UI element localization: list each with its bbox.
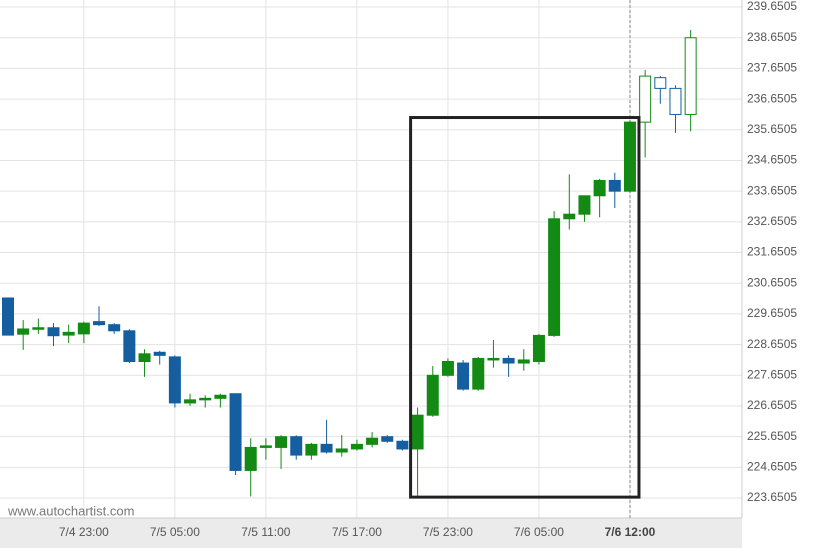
y-tick-label: 227.6505 — [747, 367, 797, 381]
y-tick-label: 233.6505 — [747, 183, 797, 197]
candle-body — [669, 87, 682, 115]
candle-body — [168, 356, 181, 404]
candle-body — [684, 37, 697, 115]
y-tick-label: 238.6505 — [747, 30, 797, 44]
candle-body — [108, 324, 121, 332]
candle-body — [320, 443, 333, 453]
x-tick-label: 7/4 23:00 — [59, 525, 109, 539]
y-tick-label: 237.6505 — [747, 61, 797, 75]
y-tick-label: 234.6505 — [747, 153, 797, 167]
y-tick-label: 224.6505 — [747, 460, 797, 474]
y-tick-label: 228.6505 — [747, 337, 797, 351]
candle-body — [290, 436, 303, 456]
candle-body — [623, 121, 636, 192]
candle-body — [426, 374, 439, 416]
candle-body — [441, 360, 454, 376]
candle-body — [366, 437, 379, 445]
candle-body — [411, 414, 424, 450]
candle-body — [123, 330, 136, 362]
candle-body — [608, 179, 621, 192]
candle-body — [502, 357, 515, 364]
y-tick-label: 235.6505 — [747, 122, 797, 136]
candle-body — [32, 327, 45, 330]
x-tick-label: 7/5 23:00 — [423, 525, 473, 539]
candle-body — [214, 394, 227, 399]
y-tick-label: 223.6505 — [747, 490, 797, 504]
candle-body — [77, 322, 90, 335]
candle-body — [350, 443, 363, 450]
candle-body — [17, 328, 30, 335]
y-tick-label: 225.6505 — [747, 429, 797, 443]
y-tick-label: 230.6505 — [747, 275, 797, 289]
candle-body — [578, 195, 591, 215]
x-tick-label: 7/5 05:00 — [150, 525, 200, 539]
candle-body — [259, 445, 272, 448]
y-tick-label: 232.6505 — [747, 214, 797, 228]
candle-body — [184, 399, 197, 404]
candle-body — [548, 218, 561, 336]
watermark: www.autochartist.com — [7, 503, 134, 518]
candle-body — [244, 446, 257, 471]
candle-body — [199, 397, 212, 401]
y-tick-label: 236.6505 — [747, 91, 797, 105]
candle-body — [639, 75, 652, 123]
candle-body — [275, 436, 288, 448]
candle-body — [229, 393, 242, 471]
candle-body — [517, 359, 530, 364]
candle-body — [563, 213, 576, 220]
y-tick-label: 226.6505 — [747, 398, 797, 412]
candle-body — [396, 440, 409, 450]
candle-body — [138, 353, 151, 362]
candle-body — [62, 331, 75, 336]
candle-body — [93, 321, 106, 326]
candle-body — [457, 362, 470, 390]
y-tick-label: 229.6505 — [747, 306, 797, 320]
x-tick-label: 7/6 12:00 — [605, 525, 656, 539]
candle-body — [153, 351, 166, 356]
pattern-box — [409, 116, 641, 499]
y-tick-label: 231.6505 — [747, 245, 797, 259]
x-tick-label: 7/6 05:00 — [514, 525, 564, 539]
candle-body — [335, 448, 348, 453]
x-tick-label: 7/5 11:00 — [241, 525, 290, 539]
candle-body — [47, 327, 60, 337]
candle-body — [593, 179, 606, 197]
x-axis-band — [0, 518, 742, 548]
candle-body — [305, 443, 318, 456]
candle-body — [487, 357, 500, 361]
candle-body — [381, 436, 394, 442]
y-tick-label: 239.6505 — [747, 0, 797, 13]
x-tick-label: 7/5 17:00 — [332, 525, 382, 539]
candle-body — [2, 297, 14, 336]
candle-body — [654, 77, 667, 89]
candle-body — [472, 357, 485, 390]
candle-body — [532, 334, 545, 362]
